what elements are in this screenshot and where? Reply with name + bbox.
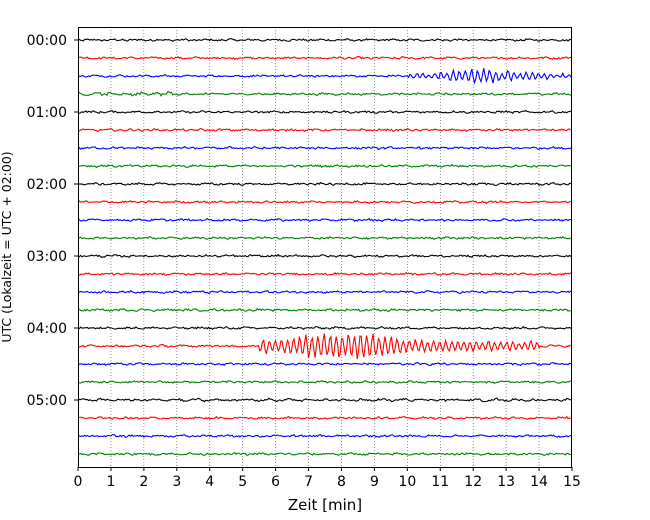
x-tick-label: 10 (398, 474, 416, 490)
y-axis-label: UTC (Lokalzeit = UTC + 02:00) (0, 151, 14, 342)
seismogram-trace (77, 145, 573, 151)
seismogram-trace (77, 333, 573, 360)
x-tick-label: 15 (563, 474, 581, 490)
seismogram-trace (77, 451, 573, 456)
seismogram-trace (77, 289, 573, 295)
seismogram-trace (77, 127, 573, 133)
y-tick-label: 02:00 (27, 177, 67, 193)
seismogram-trace (77, 199, 573, 205)
seismogram-trace (77, 68, 573, 85)
x-tick-label: 4 (205, 474, 214, 490)
seismogram-trace (77, 217, 573, 222)
seismogram-trace (77, 325, 573, 331)
x-tick-label: 5 (238, 474, 247, 490)
seismogram-trace (77, 163, 573, 169)
x-tick-label: 0 (74, 474, 83, 490)
y-tick-label: 05:00 (27, 393, 67, 409)
x-tick-label: 14 (530, 474, 548, 490)
x-tick-label: 13 (497, 474, 515, 490)
y-tick-label: 00:00 (27, 33, 67, 49)
x-tick-label: 2 (139, 474, 148, 490)
y-tick-label: 03:00 (27, 249, 67, 265)
x-ticks: 0 1 2 3 4 5 6 7 8 9 10 11 12 13 14 15 (74, 467, 581, 490)
x-tick-label: 12 (464, 474, 482, 490)
x-tick-label: 8 (337, 474, 346, 490)
y-tick-label: 01:00 (27, 105, 67, 121)
seismogram-trace (77, 434, 573, 439)
traces (77, 38, 573, 456)
seismogram-trace (77, 307, 573, 313)
x-tick-label: 1 (106, 474, 115, 490)
x-tick-label: 9 (370, 474, 379, 490)
x-tick-label: 11 (431, 474, 449, 490)
x-tick-label: 7 (304, 474, 313, 490)
seismogram-trace (77, 38, 573, 43)
x-tick-label: 3 (172, 474, 181, 490)
seismogram-trace (77, 379, 573, 385)
x-axis-label: Zeit [min] (288, 496, 362, 514)
seismogram-trace (77, 397, 573, 403)
plot-frame (78, 27, 572, 468)
seismogram-trace (77, 91, 573, 97)
y-tick-label: 04:00 (27, 321, 67, 337)
seismogram-trace (77, 235, 573, 240)
x-tick-label: 6 (271, 474, 280, 490)
grid (110, 27, 540, 467)
seismogram-trace (77, 109, 573, 115)
seismogram-trace (77, 253, 573, 259)
seismogram-trace (77, 56, 573, 61)
seismogram-trace (77, 181, 573, 187)
y-ticks: 00:00 01:00 02:00 03:00 04:00 05:00 (27, 33, 78, 409)
seismogram-trace (77, 415, 573, 420)
seismogram-trace (77, 361, 573, 367)
seismogram-trace (77, 271, 573, 276)
